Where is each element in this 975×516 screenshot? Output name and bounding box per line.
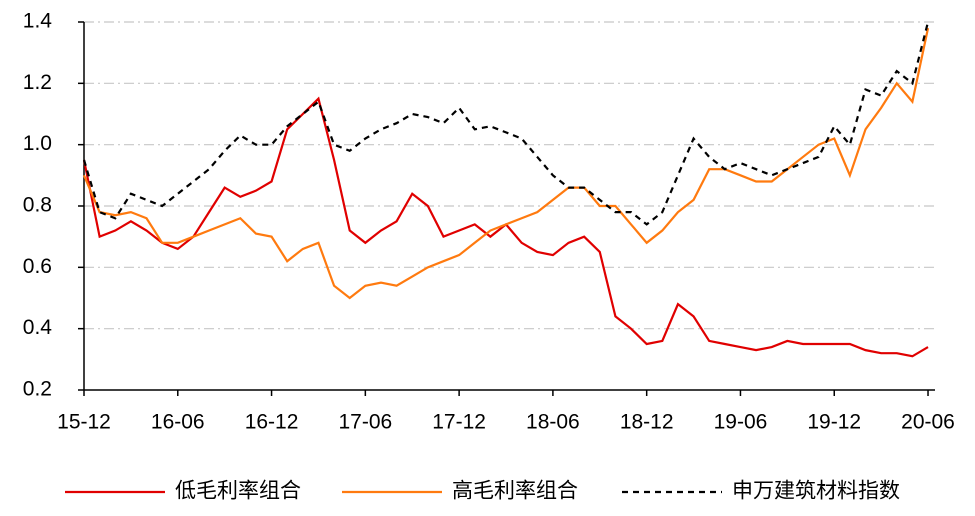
x-tick-label: 15-12 [57,411,111,434]
line-series [82,27,930,300]
y-tick-label: 0.8 [23,194,52,217]
y-tick-label: 1.0 [23,132,52,155]
y-tick-label: 0.2 [23,378,52,401]
line-series [82,96,929,358]
x-tick-label: 19-06 [714,411,768,434]
x-tick-label: 17-06 [338,411,392,434]
x-tick-label: 19-12 [807,411,861,434]
legend-label: 高毛利率组合 [452,480,578,503]
x-tick-label: 17-12 [432,411,486,434]
legend-label: 低毛利率组合 [175,480,301,503]
line-series [82,21,930,226]
x-tick-label: 18-12 [620,411,674,434]
x-tick-label: 18-06 [526,411,580,434]
y-tick-label: 0.4 [23,316,53,339]
y-tick-label: 1.2 [23,71,52,94]
y-tick-label: 0.6 [23,255,52,278]
x-tick-label: 16-12 [245,411,299,434]
y-tick-label: 1.4 [23,10,53,33]
x-tick-label: 20-06 [901,411,955,434]
legend-label: 申万建筑材料指数 [732,480,900,503]
x-tick-label: 16-06 [151,411,205,434]
